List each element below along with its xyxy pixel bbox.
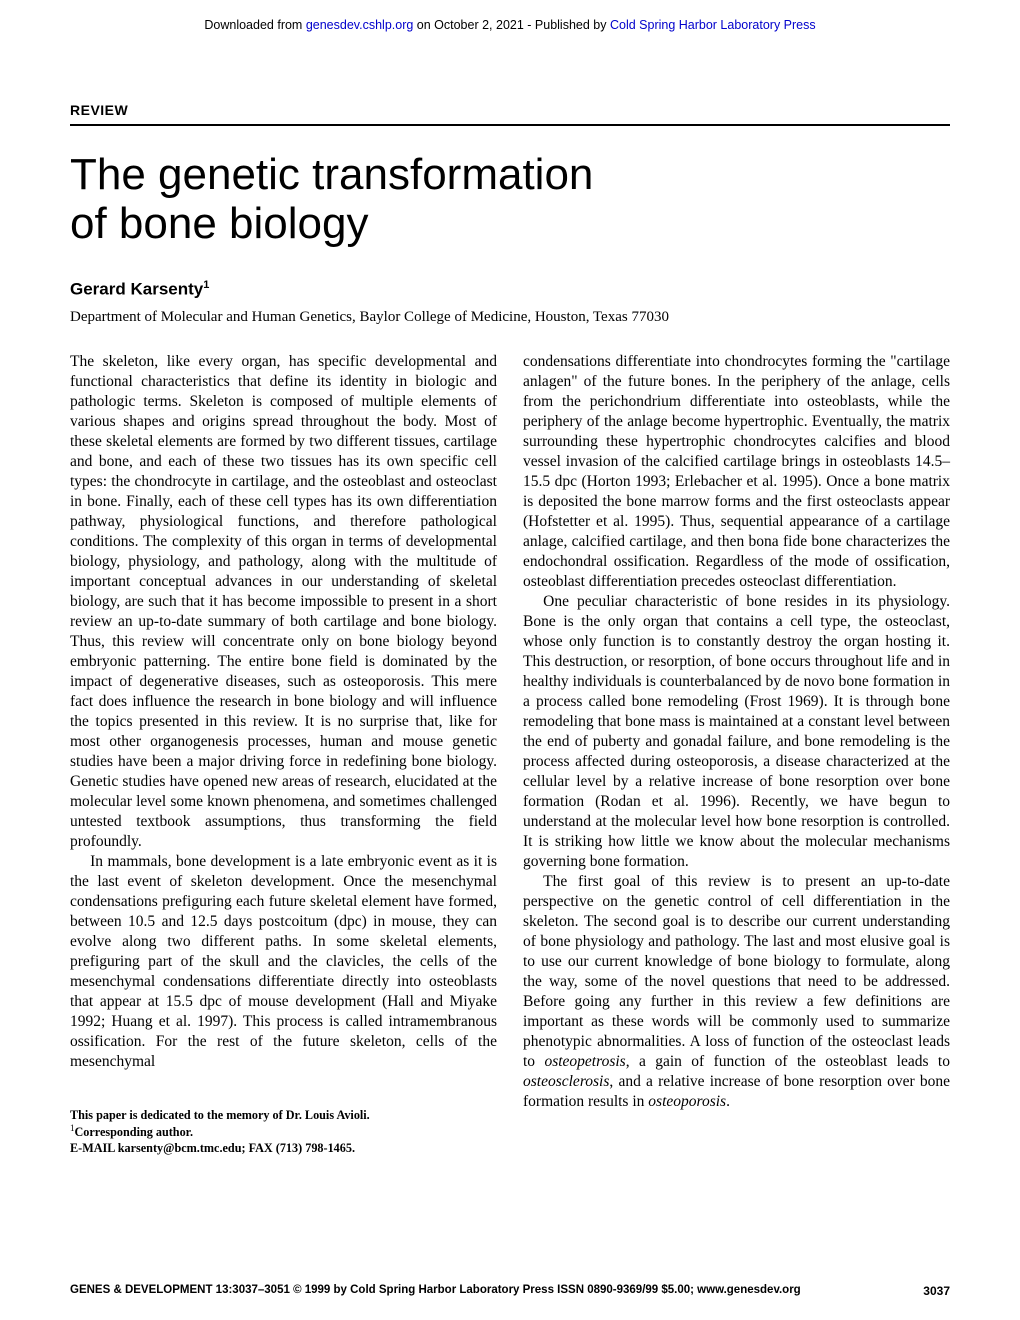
email-address: karsenty@bcm.tmc.edu bbox=[118, 1141, 242, 1155]
title-rule bbox=[70, 124, 950, 126]
title-line-2: of bone biology bbox=[70, 199, 368, 248]
section-label: REVIEW bbox=[70, 102, 950, 118]
body-p5d: . bbox=[726, 1093, 730, 1110]
body-para-1: The skeleton, like every organ, has spec… bbox=[70, 352, 497, 852]
body-para-3: condensations differentiate into chondro… bbox=[523, 352, 950, 592]
download-header: Downloaded from genesdev.cshlp.org on Oc… bbox=[70, 18, 950, 32]
title-line-1: The genetic transformation bbox=[70, 150, 593, 199]
footnote-email: E-MAIL karsenty@bcm.tmc.edu; FAX (713) 7… bbox=[70, 1141, 497, 1157]
footnote-dedication-text: This paper is dedicated to the memory of… bbox=[70, 1108, 370, 1122]
affiliation: Department of Molecular and Human Geneti… bbox=[70, 309, 950, 326]
author-sup: 1 bbox=[203, 279, 209, 291]
body-p5a: The first goal of this review is to pres… bbox=[523, 873, 950, 1070]
header-mid: on October 2, 2021 - Published by bbox=[413, 18, 610, 32]
body-columns: The skeleton, like every organ, has spec… bbox=[70, 352, 950, 1156]
author-name: Gerard Karsenty bbox=[70, 279, 203, 298]
footer-credit: GENES & DEVELOPMENT 13:3037–3051 © 1999 … bbox=[70, 1284, 801, 1298]
body-para-2: In mammals, bone development is a late e… bbox=[70, 852, 497, 1072]
term-osteoporosis: osteoporosis bbox=[648, 1093, 726, 1110]
fax-number: ; FAX (713) 798-1465. bbox=[241, 1141, 355, 1155]
author: Gerard Karsenty1 bbox=[70, 279, 950, 300]
footnote-corresponding-text: Corresponding author. bbox=[75, 1125, 194, 1139]
header-link-source[interactable]: genesdev.cshlp.org bbox=[306, 18, 413, 32]
body-p3b: 14.5–15.5 dpc (Horton 1993; Erlebacher e… bbox=[523, 453, 950, 590]
term-osteopetrosis: osteopetrosis bbox=[544, 1053, 625, 1070]
header-link-publisher[interactable]: Cold Spring Harbor Laboratory Press bbox=[610, 18, 816, 32]
email-label: E-MAIL bbox=[70, 1141, 118, 1155]
footnote-dedication: This paper is dedicated to the memory of… bbox=[70, 1108, 497, 1124]
term-osteosclerosis: osteosclerosis bbox=[523, 1073, 609, 1090]
body-para-4: One peculiar characteristic of bone resi… bbox=[523, 592, 950, 872]
page-footer: GENES & DEVELOPMENT 13:3037–3051 © 1999 … bbox=[70, 1284, 950, 1298]
header-prefix: Downloaded from bbox=[204, 18, 305, 32]
body-p5b: , a gain of function of the osteoblast l… bbox=[626, 1053, 950, 1070]
footnotes: This paper is dedicated to the memory of… bbox=[70, 1108, 497, 1157]
footnote-corresponding: 1Corresponding author. bbox=[70, 1123, 497, 1141]
body-p3a: condensations differentiate into chondro… bbox=[523, 353, 950, 470]
article-title: The genetic transformation of bone biolo… bbox=[70, 150, 950, 249]
page-number: 3037 bbox=[923, 1284, 950, 1298]
body-para-5: The first goal of this review is to pres… bbox=[523, 872, 950, 1112]
